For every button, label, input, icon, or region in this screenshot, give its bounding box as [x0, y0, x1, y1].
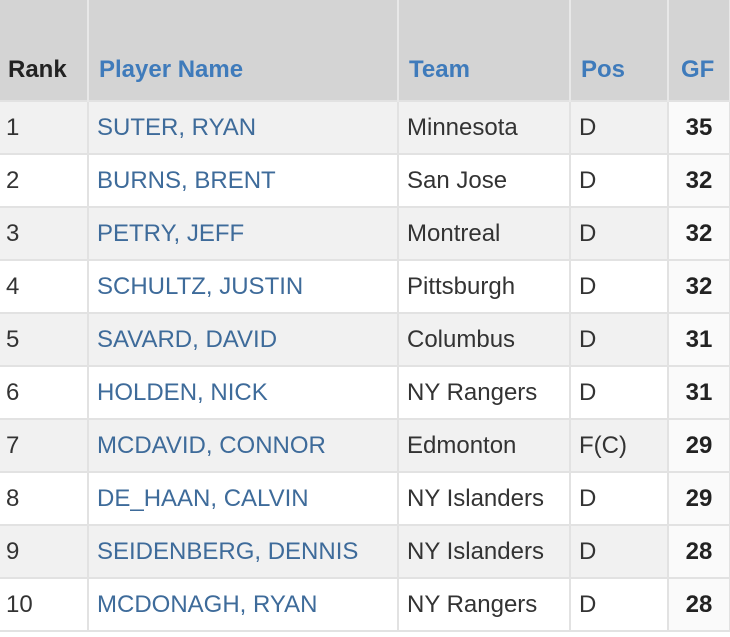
table-head: Rank Player Name Team Pos GF [0, 0, 730, 101]
rank-cell: 1 [0, 100, 89, 155]
team-cell: NY Islanders [398, 471, 571, 526]
rank-cell: 10 [0, 577, 89, 632]
table-row: 6 HOLDEN, NICK NY Rangers D 31 [0, 365, 730, 420]
rank-cell: 7 [0, 418, 89, 473]
table-row: 5 SAVARD, DAVID Columbus D 31 [0, 312, 730, 367]
pos-cell: D [570, 153, 669, 208]
pos-cell: D [570, 577, 669, 632]
gf-cell: 31 [668, 312, 730, 367]
header-cell[interactable]: Pos [570, 0, 669, 101]
rank-cell: 4 [0, 259, 89, 314]
pos-cell: D [570, 206, 669, 261]
gf-cell: 29 [668, 471, 730, 526]
rank-cell: 9 [0, 524, 89, 579]
table-row: 4 SCHULTZ, JUSTIN Pittsburgh D 32 [0, 259, 730, 314]
gf-cell: 28 [668, 524, 730, 579]
team-cell: NY Rangers [398, 365, 571, 420]
table-row: 10 MCDONAGH, RYAN NY Rangers D 28 [0, 577, 730, 632]
table-row: 7 MCDAVID, CONNOR Edmonton F(C) 29 [0, 418, 730, 473]
header-cell[interactable]: Player Name [88, 0, 399, 101]
rank-cell: 6 [0, 365, 89, 420]
header-cell[interactable]: GF [668, 0, 730, 101]
name-cell[interactable]: MCDONAGH, RYAN [88, 577, 399, 632]
gf-cell: 32 [668, 153, 730, 208]
table-row: 3 PETRY, JEFF Montreal D 32 [0, 206, 730, 261]
name-cell[interactable]: SAVARD, DAVID [88, 312, 399, 367]
pos-cell: F(C) [570, 418, 669, 473]
header-row: Rank Player Name Team Pos GF [0, 0, 730, 101]
name-cell[interactable]: SCHULTZ, JUSTIN [88, 259, 399, 314]
pos-cell: D [570, 471, 669, 526]
name-cell[interactable]: MCDAVID, CONNOR [88, 418, 399, 473]
team-cell: Minnesota [398, 100, 571, 155]
name-cell[interactable]: SUTER, RYAN [88, 100, 399, 155]
gf-cell: 28 [668, 577, 730, 632]
table-row: 9 SEIDENBERG, DENNIS NY Islanders D 28 [0, 524, 730, 579]
name-cell[interactable]: HOLDEN, NICK [88, 365, 399, 420]
team-cell: San Jose [398, 153, 571, 208]
pos-cell: D [570, 259, 669, 314]
rank-cell: 3 [0, 206, 89, 261]
team-cell: NY Islanders [398, 524, 571, 579]
rank-cell: 8 [0, 471, 89, 526]
header-cell[interactable]: Team [398, 0, 571, 101]
name-cell[interactable]: BURNS, BRENT [88, 153, 399, 208]
name-cell[interactable]: PETRY, JEFF [88, 206, 399, 261]
gf-cell: 32 [668, 259, 730, 314]
gf-cell: 32 [668, 206, 730, 261]
rank-cell: 2 [0, 153, 89, 208]
gf-cell: 29 [668, 418, 730, 473]
pos-cell: D [570, 365, 669, 420]
team-cell: Pittsburgh [398, 259, 571, 314]
table-row: 1 SUTER, RYAN Minnesota D 35 [0, 100, 730, 155]
team-cell: Edmonton [398, 418, 571, 473]
table-row: 8 DE_HAAN, CALVIN NY Islanders D 29 [0, 471, 730, 526]
header-cell[interactable]: Rank [0, 0, 89, 101]
pos-cell: D [570, 312, 669, 367]
name-cell[interactable]: DE_HAAN, CALVIN [88, 471, 399, 526]
table-body: 1 SUTER, RYAN Minnesota D 35 2 BURNS, BRENT San… [0, 100, 730, 632]
name-cell[interactable]: SEIDENBERG, DENNIS [88, 524, 399, 579]
gf-cell: 31 [668, 365, 730, 420]
pos-cell: D [570, 524, 669, 579]
team-cell: NY Rangers [398, 577, 571, 632]
pos-cell: D [570, 100, 669, 155]
table-row: 2 BURNS, BRENT San Jose D 32 [0, 153, 730, 208]
team-cell: Montreal [398, 206, 571, 261]
team-cell: Columbus [398, 312, 571, 367]
gf-cell: 35 [668, 100, 730, 155]
rank-cell: 5 [0, 312, 89, 367]
